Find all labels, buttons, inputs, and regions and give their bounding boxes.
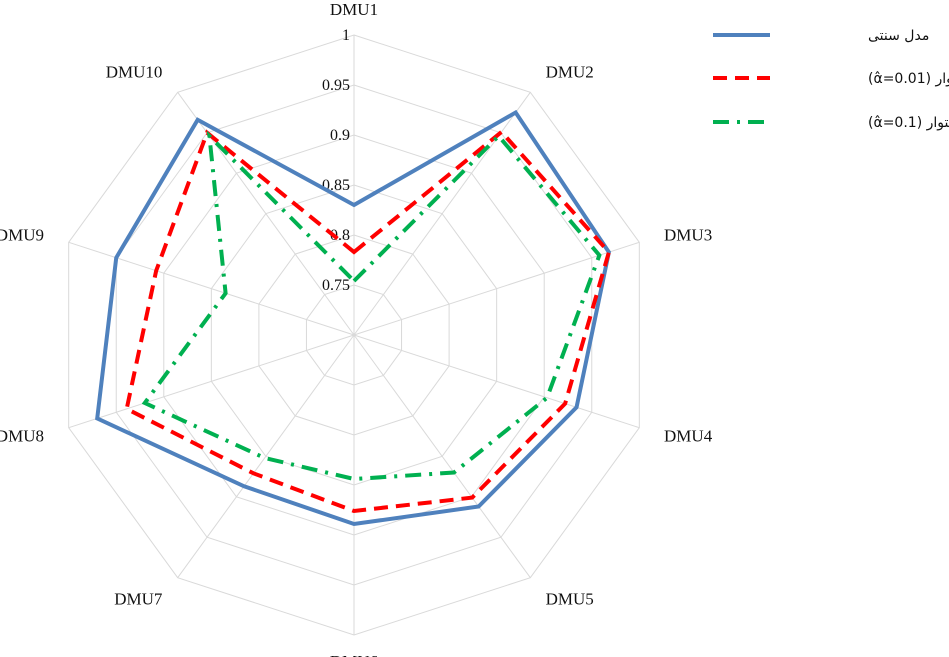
grid-spoke-dmu4 [353,334,640,429]
series-line-3 [141,130,602,482]
radar-series [95,109,612,527]
grid-spoke-dmu8 [68,334,355,429]
category-label-dmu10: DMU10 [106,62,163,81]
category-label-dmu5: DMU5 [546,590,594,609]
legend-item-1: مدل سنتی [713,28,929,44]
category-label-dmu2: DMU2 [546,62,594,81]
radar-category-labels: DMU1 DMU2 DMU3 DMU4 DMU5 DMU6 DMU7 DMU8 DMU9 DMU1… [0,0,713,657]
grid-spoke-dmu3 [353,241,640,336]
legend-item-2: مدل استوار (α̂=0.01) [713,71,949,87]
series-line-1 [95,109,612,527]
tick-label-5: 1 [342,27,350,44]
category-label-dmu1: DMU1 [330,0,378,19]
legend-item-3: مدل استوار (α̂=0.1) [713,115,949,131]
grid-spoke-dmu7 [177,334,355,578]
tick-label-0: 0.75 [322,277,350,294]
tick-label-1: 0.8 [330,227,350,244]
radar-grid [68,34,640,636]
tick-label-4: 0.95 [322,77,350,94]
series-line-2 [124,129,612,514]
legend-label-2: مدل استوار (α̂=0.01) [868,71,949,87]
chart-legend: مدل سنتی مدل استوار (α̂=0.01) مدل استوار (… [713,28,949,131]
category-label-dmu6: DMU6 [330,652,378,657]
grid-spoke-dmu5 [353,334,531,578]
category-label-dmu7: DMU7 [114,590,163,609]
tick-label-3: 0.9 [330,127,350,144]
grid-spoke-dmu2 [353,92,531,336]
radar-tick-labels: 0.750.80.850.90.951 [322,27,350,294]
category-label-dmu9: DMU9 [0,225,44,244]
category-label-dmu4: DMU4 [664,427,713,446]
grid-spoke-dmu10 [177,92,355,336]
legend-label-3: مدل استوار (α̂=0.1) [868,115,949,131]
category-label-dmu8: DMU8 [0,427,44,446]
legend-label-1: مدل سنتی [868,28,929,44]
category-label-dmu3: DMU3 [664,225,712,244]
